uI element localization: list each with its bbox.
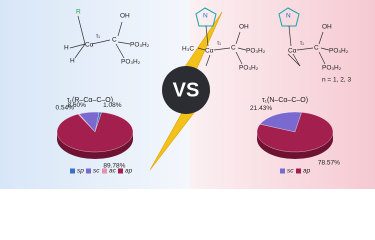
left-background <box>0 0 190 189</box>
atom: PO₃H₂ <box>130 42 150 49</box>
atom: N <box>286 13 291 20</box>
data-label: 8.60% <box>67 102 86 109</box>
legend-swatch <box>102 168 107 174</box>
atom: R <box>76 9 81 16</box>
atom: Cα <box>205 48 214 55</box>
atom: OH <box>239 24 249 31</box>
atom: C <box>231 45 236 52</box>
legend-swatch <box>86 168 91 174</box>
atom: Cα <box>85 42 94 49</box>
graphical-abstract: VS R H H Cα C OH PO₃H₂ PO₃H₂ τ₁ N H₃C Cα… <box>0 0 375 189</box>
pie-title: τ₁(R–Cα–C–O) <box>67 97 113 104</box>
middle-molecule <box>195 7 247 67</box>
atom: H <box>70 58 75 65</box>
legend-label: ac <box>109 168 117 175</box>
atom: PO₃H₂ <box>246 48 266 55</box>
legend-label: sc <box>93 168 100 175</box>
pie-slice <box>256 112 334 153</box>
legend-label: ap <box>125 168 133 175</box>
atom: C <box>314 45 319 52</box>
torsion-label: τ₁ <box>217 40 221 46</box>
right-molecule <box>278 7 330 67</box>
torsion-label: τ₁ <box>300 40 304 46</box>
legend-swatch <box>118 168 123 174</box>
pie-slice <box>56 112 134 153</box>
legend-swatch <box>296 168 301 174</box>
legend-swatch <box>280 168 285 174</box>
vs-badge <box>162 66 210 114</box>
atom: PO₃H₂ <box>121 59 141 66</box>
torsion-label: τ₁ <box>96 33 100 39</box>
data-label: 0.54% <box>56 104 75 111</box>
atom: H₃C <box>182 46 194 53</box>
left-molecule <box>69 15 131 59</box>
data-label: 89.78% <box>103 162 125 169</box>
atom: OH <box>322 24 332 31</box>
right-background <box>190 0 375 189</box>
pie-slice <box>259 111 302 133</box>
legend-swatch <box>70 168 75 174</box>
atom: PO₃H₂ <box>322 65 342 72</box>
annotation: n = 1, 2, 3 <box>322 77 351 84</box>
atom: H <box>64 45 69 52</box>
atom: PO₃H₂ <box>329 48 349 55</box>
vs-text: VS <box>173 79 200 101</box>
legend-label: ap <box>303 168 311 175</box>
atom: PO₃H₂ <box>239 65 259 72</box>
atom: OH <box>120 13 130 20</box>
legend-label: sc <box>287 168 294 175</box>
atom: Cα <box>288 48 297 55</box>
atom: N <box>203 13 208 20</box>
data-label: 78.57% <box>318 159 340 166</box>
atom: C <box>112 37 117 44</box>
legend-label: sp <box>77 168 84 175</box>
data-label: 21.43% <box>250 105 272 112</box>
data-label: 1.08% <box>103 102 122 109</box>
pie-title: τ₁(N–Cα–C–O) <box>262 97 308 104</box>
